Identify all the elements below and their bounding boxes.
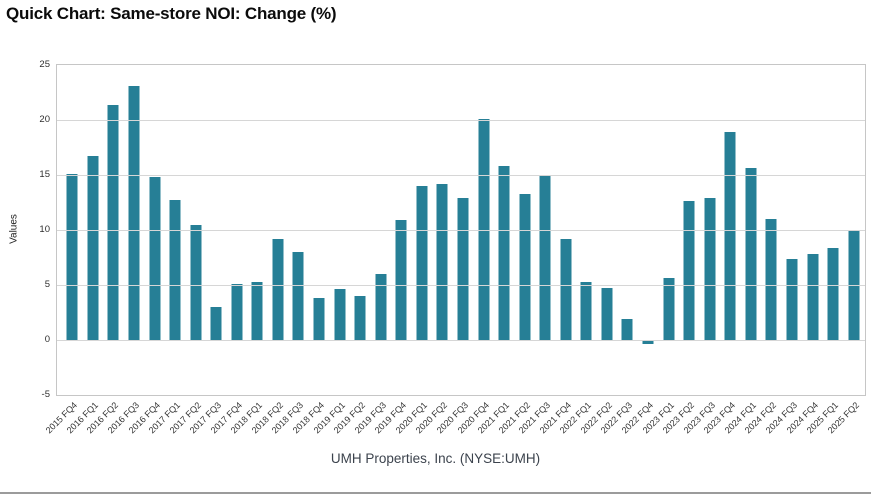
- bar: [724, 132, 736, 340]
- bar-slot: 2015 FQ4: [44, 65, 83, 435]
- bar-slot: 2021 FQ1: [476, 65, 515, 435]
- bar: [292, 252, 304, 340]
- bar: [354, 296, 366, 340]
- y-axis-label: Values: [8, 214, 20, 244]
- bar: [231, 283, 243, 340]
- y-tick-label: 10: [39, 224, 50, 235]
- bar-slot: 2020 FQ1: [394, 65, 433, 435]
- bar-slot: 2018 FQ3: [270, 65, 309, 435]
- gridline-y-20: [57, 120, 865, 121]
- bottom-divider: [0, 492, 871, 494]
- bar-slot: 2018 FQ1: [229, 65, 268, 435]
- y-tick-label: 5: [44, 279, 50, 290]
- gridline-y-15: [57, 175, 865, 176]
- y-tick-label: 25: [39, 59, 50, 70]
- bar-slot: 2016 FQ2: [85, 65, 124, 435]
- bar-slot: 2021 FQ4: [537, 65, 577, 435]
- bar: [457, 198, 469, 340]
- bar: [416, 186, 428, 340]
- x-axis-caption: UMH Properties, Inc. (NYSE:UMH): [330, 451, 541, 466]
- bar-slot: 2023 FQ3: [681, 65, 720, 435]
- bar-slot: 2017 FQ3: [188, 65, 227, 435]
- bar-slot: 2022 FQ3: [599, 65, 638, 435]
- bar: [66, 173, 78, 340]
- bar-slot: 2020 FQ2: [414, 65, 453, 435]
- chart-title: Quick Chart: Same-store NOI: Change (%): [6, 4, 337, 23]
- bar: [436, 183, 448, 340]
- y-tick-label: -5: [41, 389, 50, 400]
- bar-slot: 2017 FQ4: [208, 65, 248, 435]
- bar: [272, 238, 284, 340]
- bar-slot: 2017 FQ2: [167, 65, 206, 435]
- bar-slot: 2016 FQ1: [65, 65, 104, 435]
- bar-slot: 2017 FQ1: [147, 65, 186, 435]
- bar: [704, 198, 716, 340]
- bar-slot: 2023 FQ1: [640, 65, 679, 435]
- gridline-y-5: [57, 285, 865, 286]
- bar: [663, 278, 675, 340]
- bar: [519, 193, 531, 340]
- bar: [375, 274, 387, 340]
- bar: [807, 254, 819, 340]
- bar-slot: 2019 FQ1: [311, 65, 350, 435]
- bar-slot: 2022 FQ2: [579, 65, 618, 435]
- y-tick-label: 15: [39, 169, 50, 180]
- bar: [765, 219, 777, 340]
- bar-slot: 2025 FQ1: [805, 65, 844, 435]
- bar: [642, 340, 654, 345]
- bar-slot: 2018 FQ4: [291, 65, 330, 435]
- bar: [169, 200, 181, 340]
- bar-slot: 2018 FQ2: [250, 65, 289, 435]
- bar: [560, 238, 572, 340]
- y-tick-label: 0: [44, 334, 50, 345]
- bar: [827, 247, 839, 340]
- bar-slot: 2022 FQ1: [558, 65, 597, 435]
- bar: [580, 281, 592, 340]
- bar-slot: 2019 FQ2: [332, 65, 371, 435]
- bar: [786, 258, 798, 340]
- gridline-y-10: [57, 230, 865, 231]
- bar: [210, 307, 222, 340]
- bar: [601, 288, 613, 340]
- bar: [334, 289, 346, 340]
- bar: [745, 168, 757, 340]
- bar-slot: 2023 FQ4: [702, 65, 741, 435]
- bar-slot: 2024 FQ2: [743, 65, 782, 435]
- bar-slot: 2021 FQ3: [517, 65, 556, 435]
- bar-slot: 2024 FQ4: [784, 65, 823, 435]
- bar-slot: 2024 FQ1: [723, 65, 762, 435]
- bar-slot: 2024 FQ3: [764, 65, 803, 435]
- bar-slot: 2019 FQ3: [352, 65, 391, 435]
- bar: [190, 224, 202, 340]
- bar: [683, 201, 695, 340]
- bar-slot: 2022 FQ4: [620, 65, 659, 435]
- bar-slot: 2020 FQ3: [435, 65, 474, 435]
- bar: [313, 298, 325, 340]
- y-tick-label: 20: [39, 114, 50, 125]
- bar: [149, 177, 161, 340]
- bar: [87, 156, 99, 340]
- bar-slot: 2021 FQ2: [496, 65, 535, 435]
- bar-slot: 2023 FQ2: [661, 65, 700, 435]
- plot-area: 2015 FQ4 2016 FQ1 2016 FQ2 2016 FQ3 2016 FQ4…: [39, 59, 866, 435]
- bar: [251, 281, 263, 340]
- gridline-y-0: [57, 340, 865, 341]
- bar-slot: 2016 FQ3: [106, 65, 145, 435]
- bar: [107, 104, 119, 340]
- bar-slot: 2016 FQ4: [126, 65, 165, 435]
- bar: [539, 176, 551, 340]
- bar: [478, 118, 490, 340]
- bar: [498, 166, 510, 340]
- bar: [621, 319, 633, 340]
- bar: [128, 85, 140, 340]
- bar: [395, 220, 407, 340]
- bar-slot: 2020 FQ4: [455, 65, 494, 435]
- bar-slot: 2019 FQ4: [373, 65, 412, 435]
